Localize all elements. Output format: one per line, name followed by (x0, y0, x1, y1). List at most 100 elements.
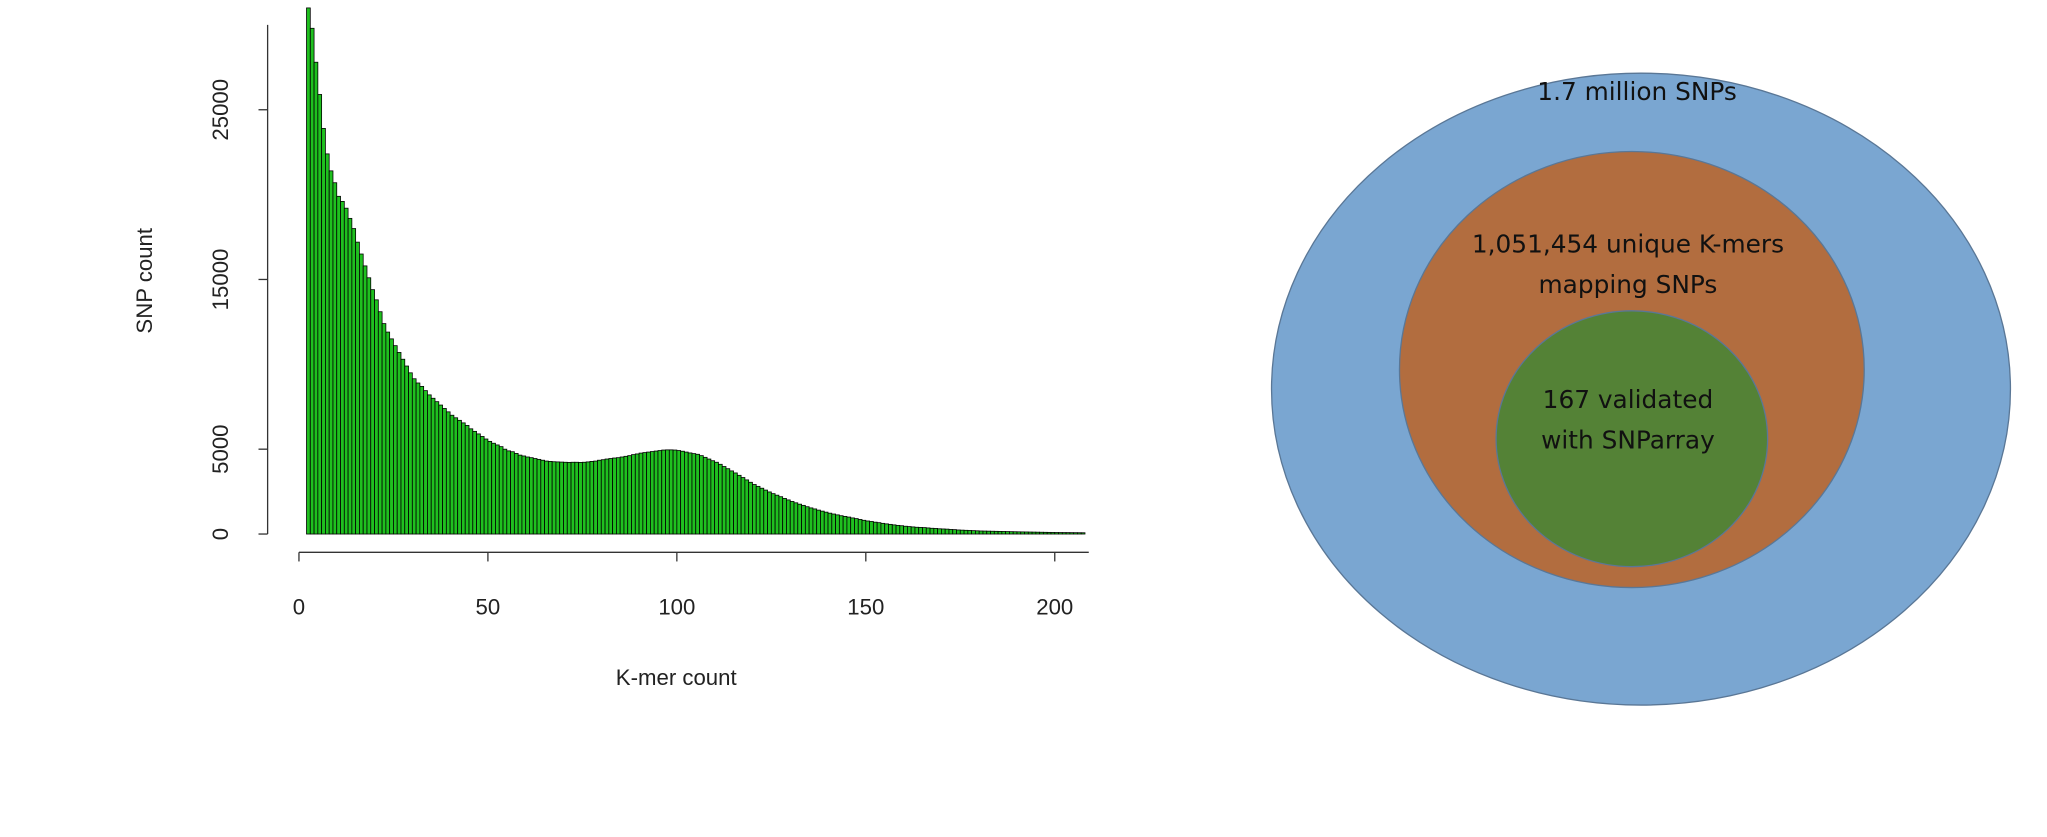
bar (1020, 531, 1025, 535)
bar (434, 401, 440, 535)
bar (786, 499, 791, 535)
bar (608, 458, 614, 535)
bar (1001, 531, 1007, 535)
bar (1012, 531, 1018, 535)
bar (801, 504, 806, 535)
bar (396, 352, 402, 535)
bar (517, 454, 523, 535)
bar (510, 451, 515, 535)
bar (355, 241, 360, 535)
bar (906, 526, 912, 535)
circle-label: mapping SNPs (1539, 270, 1718, 299)
bar (718, 463, 723, 535)
bar (876, 522, 882, 535)
bar (861, 519, 867, 535)
bar (468, 428, 474, 535)
bar (982, 530, 988, 535)
bar (1050, 532, 1056, 535)
bar (604, 458, 610, 535)
bar (536, 458, 542, 535)
bar (404, 365, 409, 535)
venn-circle (1495, 310, 1769, 568)
bar (891, 524, 897, 535)
bar (1046, 531, 1052, 535)
circle-label: 1,051,454 unique K-mers (1472, 230, 1784, 259)
bar (899, 525, 904, 535)
y-tick-label: 5000 (208, 424, 233, 473)
bar (389, 338, 394, 535)
bar (895, 524, 901, 535)
circle-label: 167 validated (1543, 385, 1714, 414)
bar (1043, 531, 1048, 535)
bar (933, 528, 939, 535)
bar (479, 436, 485, 535)
bar (619, 456, 625, 535)
bar (408, 372, 413, 535)
bar (816, 509, 821, 535)
bar (495, 444, 500, 535)
bar (381, 323, 387, 535)
bar (415, 382, 421, 535)
y-tick-label: 15000 (208, 249, 233, 311)
bar (642, 452, 648, 535)
bar (759, 487, 765, 535)
bar (521, 455, 527, 535)
bar (680, 450, 685, 535)
bar (710, 460, 716, 535)
bar (340, 201, 345, 535)
bar (1005, 531, 1010, 535)
bar (978, 530, 984, 535)
bar (453, 417, 459, 535)
bar (377, 311, 383, 535)
bar (823, 511, 829, 535)
bar (820, 510, 825, 535)
bar (657, 450, 663, 535)
bar (559, 461, 564, 535)
bar (1039, 531, 1044, 535)
x-tick-label: 150 (847, 594, 884, 619)
bar (423, 390, 428, 535)
bar (1016, 531, 1022, 535)
bar (385, 331, 391, 535)
bar (513, 453, 519, 535)
bar (600, 459, 606, 535)
bar (313, 61, 319, 535)
x-tick-label: 50 (476, 594, 501, 619)
bar (585, 461, 591, 535)
bar (831, 513, 836, 535)
bar (593, 460, 598, 535)
bar (646, 451, 651, 535)
bar (918, 527, 923, 535)
x-tick-label: 100 (658, 594, 695, 619)
bar (850, 517, 855, 535)
bar (661, 449, 666, 535)
bar (880, 522, 886, 535)
bar (714, 461, 719, 535)
bar (359, 253, 364, 535)
bar (937, 528, 942, 535)
bar (438, 404, 443, 535)
bar (910, 526, 916, 535)
bar (929, 527, 935, 535)
bar (672, 449, 678, 535)
bar (370, 289, 375, 535)
bar (309, 27, 315, 535)
bar (797, 503, 802, 535)
bar (684, 451, 689, 535)
bar (627, 455, 632, 535)
bar (317, 94, 323, 535)
bar (812, 508, 818, 535)
bar (702, 456, 708, 535)
bar (736, 474, 742, 535)
bar (997, 531, 1003, 535)
bar (1073, 532, 1078, 535)
bar (963, 529, 969, 535)
bar (721, 466, 727, 535)
bar (952, 529, 957, 535)
bar (1061, 532, 1067, 535)
y-axis-label: SNP count (132, 228, 157, 334)
bar (574, 461, 579, 535)
bar (427, 394, 432, 535)
bar (740, 477, 746, 535)
